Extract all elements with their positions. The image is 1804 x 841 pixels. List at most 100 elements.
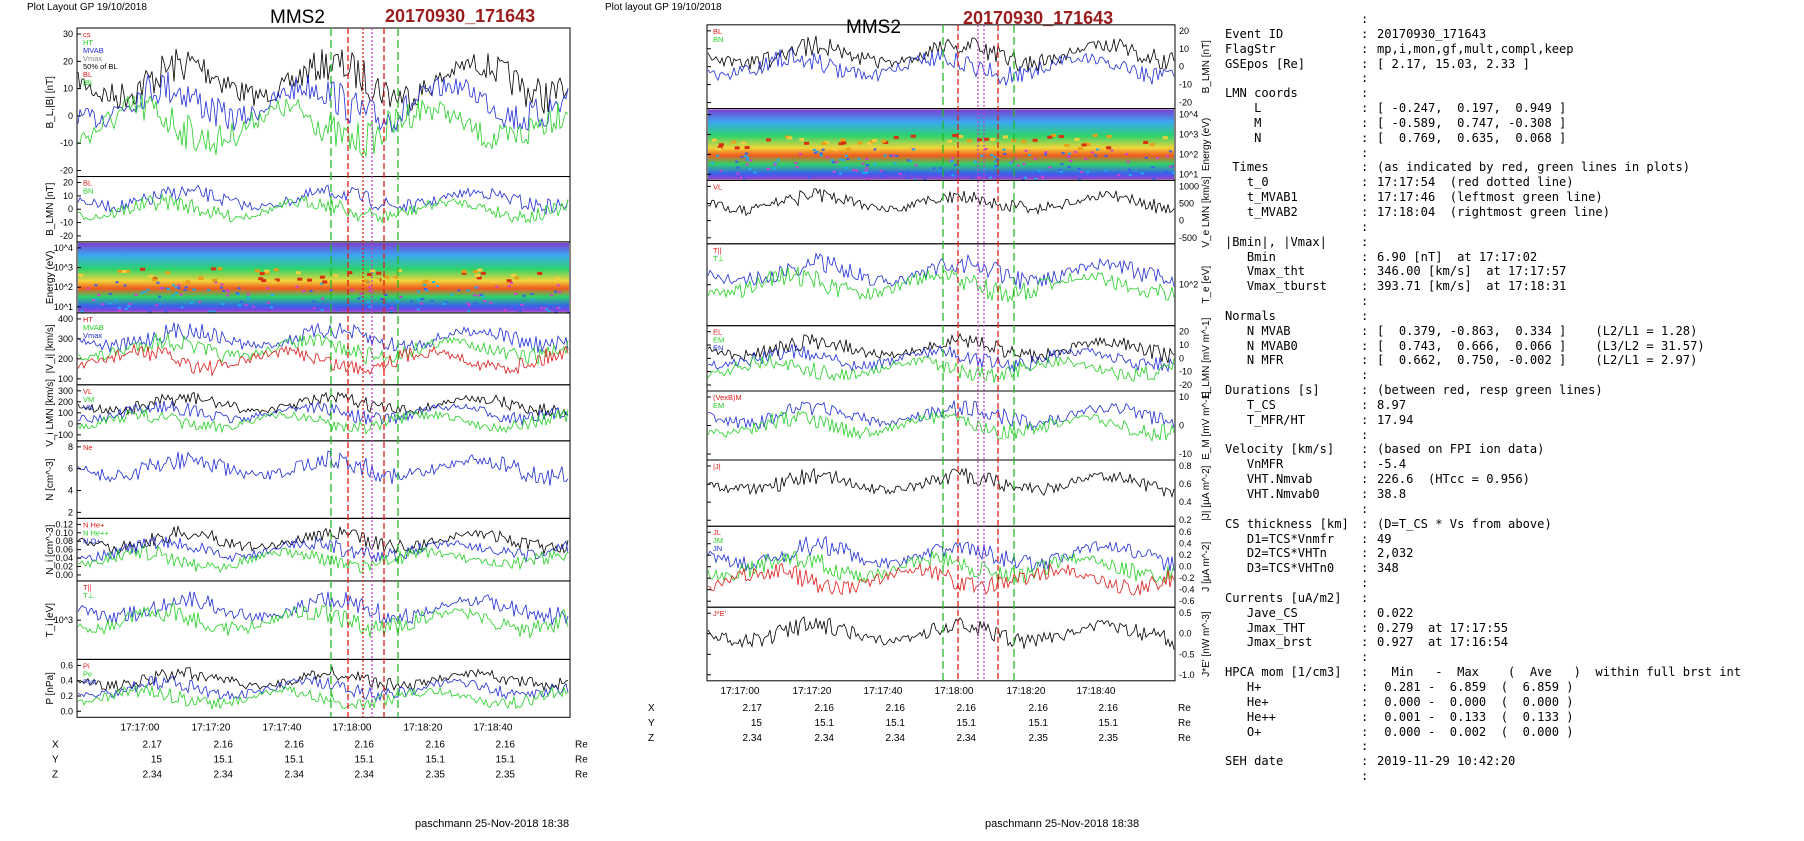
right-trace-0 (707, 535, 1175, 572)
right-ytick-label: -20 (1179, 380, 1192, 390)
right-ytick-label: -500 (1179, 233, 1197, 243)
summary-colon: : (1361, 308, 1369, 323)
right-time-tick-label: 17:17:20 (793, 686, 832, 697)
right-panel-8: 0.5 0.0 -0.5 -1.0 J*E' [nW m^-3] J*E' (706, 606, 1212, 682)
summary-key: N MVAB0 (1225, 338, 1298, 353)
left-legend-entry: BL (83, 179, 92, 188)
left-spacecraft-label: MMS2 (270, 7, 325, 28)
right-orbit-value: 2.35 (1029, 733, 1049, 744)
summary-value: (between red, resp green lines) (1377, 383, 1603, 398)
right-panel-5: 10 0 -10 E_M [mV m^-1] (VexB)MEM (706, 390, 1212, 461)
left-orbit-value: 2.16 (214, 739, 234, 750)
left-panel-frame (76, 517, 571, 582)
right-legend-entry: J*E' (713, 609, 727, 618)
summary-key: M (1225, 115, 1262, 130)
right-ytick-label: 500 (1179, 198, 1194, 208)
left-ytick-label: 0.12 (55, 519, 73, 529)
summary-colon: : (1361, 457, 1369, 472)
summary-key: VnMFR (1225, 457, 1284, 472)
right-orbit-value: 15.1 (815, 718, 835, 729)
left-trace-0 (77, 524, 569, 555)
left-ytick-label: 400 (58, 314, 73, 324)
right-plot-header: Plot layout GP 19/10/2018 (605, 2, 722, 13)
summary-key: t_MVAB2 (1225, 204, 1298, 219)
right-trace-0 (707, 188, 1175, 217)
right-legend-entry: BL (713, 27, 722, 36)
left-ytick-label: 10^3 (54, 263, 73, 273)
summary-key: D1=TCS*Vnmfr (1225, 531, 1335, 546)
summary-key: N MVAB (1225, 323, 1291, 338)
right-orbit-value: 2.16 (1029, 703, 1049, 714)
left-time-tick-label: 17:17:40 (263, 722, 302, 733)
left-ytick-label: 10^2 (54, 282, 73, 292)
right-orbit-value: 15.1 (1029, 718, 1049, 729)
left-ylabel: |V_i| [km/s] (45, 324, 56, 373)
right-ytick-label: 10^4 (1179, 110, 1198, 120)
summary-value: [ -0.589, 0.747, -0.308 ] (1377, 115, 1567, 130)
right-legend-entry: VL (713, 182, 722, 191)
right-trace-0 (707, 332, 1175, 364)
right-orbit-unit: Re (1178, 733, 1191, 744)
summary-colon: : (1361, 190, 1369, 205)
left-panel-frame (76, 176, 571, 243)
left-ylabel: B_LMN [nT] (45, 182, 56, 236)
right-ylabel: B_LMN [nT] (1201, 40, 1212, 94)
right-panel-6: 0.8 0.6 0.4 0.2 |J| [µA m^-2] |J| (706, 459, 1212, 527)
right-ytick-label: -0.4 (1179, 585, 1195, 595)
right-ytick-label: -10 (1179, 80, 1192, 90)
summary-key: LMN coords (1225, 86, 1298, 101)
right-ytick-label: 0.4 (1179, 497, 1192, 507)
right-ytick-label: 10^2 (1179, 280, 1198, 290)
summary-key: HPCA mom [1/cm3] (1225, 665, 1342, 680)
right-ytick-label: -1.0 (1179, 670, 1195, 680)
right-panel-frame (706, 243, 1176, 327)
left-trace-1 (77, 400, 569, 426)
left-orbit-value: 2.34 (214, 769, 234, 780)
left-trace-1 (77, 193, 569, 224)
right-panel-frame (706, 606, 1176, 682)
summary-key: Durations [s] (1225, 383, 1320, 398)
right-ytick-label: -0.2 (1179, 573, 1195, 583)
summary-key: T_MFR/HT (1225, 412, 1306, 427)
left-ytick-label: 20 (63, 178, 73, 188)
summary-row: D2=TCS*VHTn:2,032 (1225, 546, 1741, 561)
summary-value: -5.4 (1377, 457, 1407, 472)
summary-row: M: [ -0.589, 0.747, -0.308 ] (1225, 116, 1741, 131)
left-legend-entry: N O+ (83, 536, 101, 545)
summary-row: : (1225, 220, 1741, 235)
summary-value: 2,032 (1377, 546, 1414, 561)
left-ylabel: B_L,|B| [nT] (45, 76, 56, 129)
left-ylabel: V_i LMN [km/s] (45, 379, 56, 447)
left-legend-entry: T|| (83, 583, 92, 592)
left-trace-2 (77, 344, 569, 377)
summary-row: t_MVAB1:17:17:46 (leftmost green line) (1225, 190, 1741, 205)
summary-value: 20170930_171643 (1377, 26, 1487, 41)
summary-key: N (1225, 130, 1262, 145)
summary-key: D2=TCS*VHTn (1225, 546, 1327, 561)
right-panel-frame (706, 459, 1176, 527)
left-orbit-value: 15.1 (355, 754, 375, 765)
left-ytick-label: 0 (68, 419, 73, 429)
right-trace-1 (707, 410, 1175, 443)
left-ytick-label: 300 (58, 334, 73, 344)
left-trace-1 (77, 332, 569, 366)
summary-row: VHT.Nmvab0:38.8 (1225, 487, 1741, 502)
summary-row: Durations [s]: (between red, resp green l… (1225, 383, 1741, 398)
right-ytick-label: 0 (1179, 421, 1184, 431)
summary-key: He++ (1225, 709, 1276, 724)
left-ytick-label: 0.00 (55, 570, 73, 580)
right-ytick-label: 1000 (1179, 181, 1199, 191)
left-time-tick-label: 17:18:20 (404, 722, 443, 733)
summary-key: VHT.Nmvab (1225, 472, 1313, 487)
summary-row: LMN coords: (1225, 86, 1741, 101)
right-ytick-label: 20 (1179, 26, 1189, 36)
right-orbit-value: 2.17 (743, 703, 763, 714)
summary-row: N MVAB0: [ 0.743, 0.666, 0.066 ] (L3/L2 =… (1225, 339, 1741, 354)
right-orbit-value: 2.16 (957, 703, 977, 714)
summary-colon: : (1361, 160, 1369, 175)
left-trace-0 (77, 591, 569, 626)
right-panel-2: 1000 500 0 -500 V_e LMN [km/s] VL (706, 176, 1212, 248)
left-ytick-label: 10^4 (54, 243, 73, 253)
right-orbit-unit: Re (1178, 718, 1191, 729)
